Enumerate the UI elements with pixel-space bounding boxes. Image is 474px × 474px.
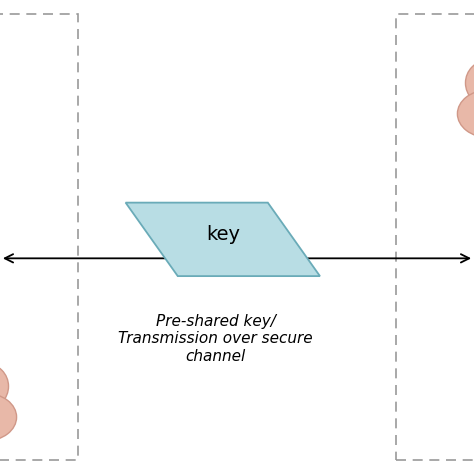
Polygon shape (126, 203, 320, 276)
Ellipse shape (457, 90, 474, 137)
Circle shape (0, 364, 9, 409)
Circle shape (465, 60, 474, 106)
Bar (396, 14, 474, 460)
Ellipse shape (0, 393, 17, 441)
Text: Pre-shared key/
Transmission over secure
channel: Pre-shared key/ Transmission over secure… (118, 314, 313, 364)
Text: key: key (206, 225, 240, 244)
Bar (0, 14, 78, 460)
